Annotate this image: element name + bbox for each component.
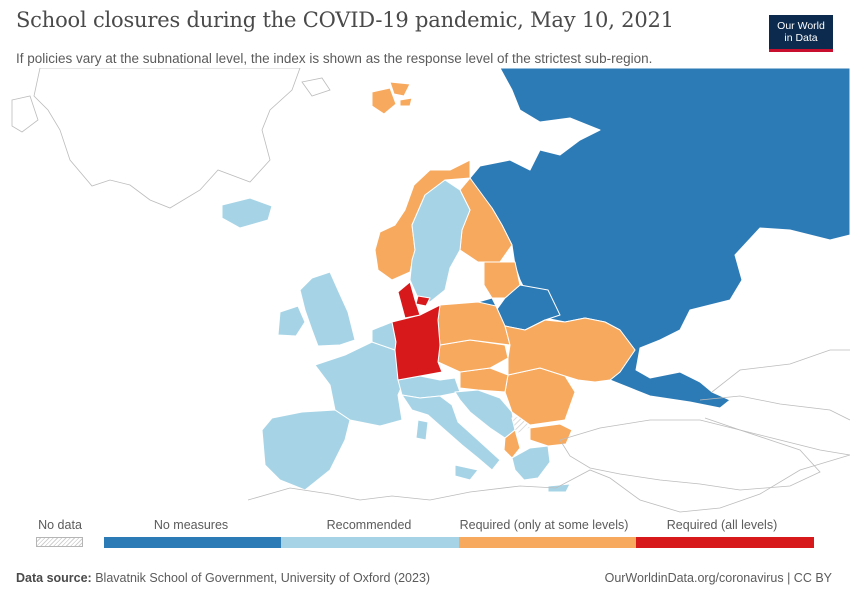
- arctic-island-outline-2: [11, 95, 39, 133]
- region-baltics: [483, 261, 521, 299]
- legend-label-required-some: Required (only at some levels): [459, 518, 629, 532]
- coast-caucasus: [699, 395, 850, 456]
- region-svalbard: [371, 81, 413, 115]
- region-alps: [397, 375, 461, 399]
- region-france: [314, 341, 409, 427]
- coast-arctic-island-2: [11, 95, 39, 133]
- legend-label-no-measures: No measures: [153, 518, 229, 532]
- region-ireland: [277, 305, 306, 337]
- footer-link[interactable]: OurWorldinData.org/coronavirus | CC BY: [604, 571, 832, 585]
- region-ukraine: [504, 317, 636, 383]
- owid-logo[interactable]: Our World in Data: [769, 15, 833, 52]
- turkey-outline: [559, 419, 821, 491]
- region-iceland: [221, 197, 273, 229]
- region-britain: [299, 271, 356, 347]
- data-source: Data source: Blavatnik School of Governm…: [16, 571, 430, 585]
- coast-turkey: [559, 419, 821, 491]
- europe-map: [11, 68, 850, 518]
- logo-line-2: in Data: [784, 32, 818, 44]
- region-albania: [503, 429, 521, 459]
- page-subtitle: If policies vary at the subnational leve…: [16, 51, 653, 66]
- data-source-text: Blavatnik School of Government, Universi…: [91, 571, 431, 585]
- legend-bin-no-measures[interactable]: [104, 537, 281, 548]
- page-title: School closures during the COVID-19 pand…: [16, 8, 674, 32]
- logo-line-1: Our World: [777, 20, 825, 32]
- coast-arctic-island: [301, 77, 331, 97]
- legend-no-data-label: No data: [38, 518, 82, 532]
- region-italy: [401, 394, 501, 481]
- legend-label-recommended: Recommended: [326, 518, 412, 532]
- data-source-label: Data source:: [16, 571, 92, 585]
- region-iberia: [261, 409, 351, 491]
- greenland-outline: [33, 68, 301, 209]
- legend-label-required-all: Required (all levels): [666, 518, 778, 532]
- legend-bin-required-some[interactable]: [459, 537, 636, 548]
- legend-bin-required-all[interactable]: [636, 537, 814, 548]
- region-czechia-slovakia: [437, 339, 509, 373]
- region-sweden: [409, 179, 471, 303]
- coast-greenland: [33, 68, 301, 209]
- coast-north-africa: [247, 454, 850, 513]
- legend-bin-recommended[interactable]: [281, 537, 459, 548]
- region-denmark: [397, 281, 431, 319]
- coast-central-asia: [711, 349, 850, 393]
- region-germany: [391, 304, 443, 381]
- arctic-island-outline: [301, 77, 331, 97]
- region-romania: [504, 367, 576, 426]
- region-hungary: [459, 367, 509, 393]
- legend-no-data-swatch[interactable]: [36, 537, 83, 547]
- region-bulgaria: [529, 423, 573, 447]
